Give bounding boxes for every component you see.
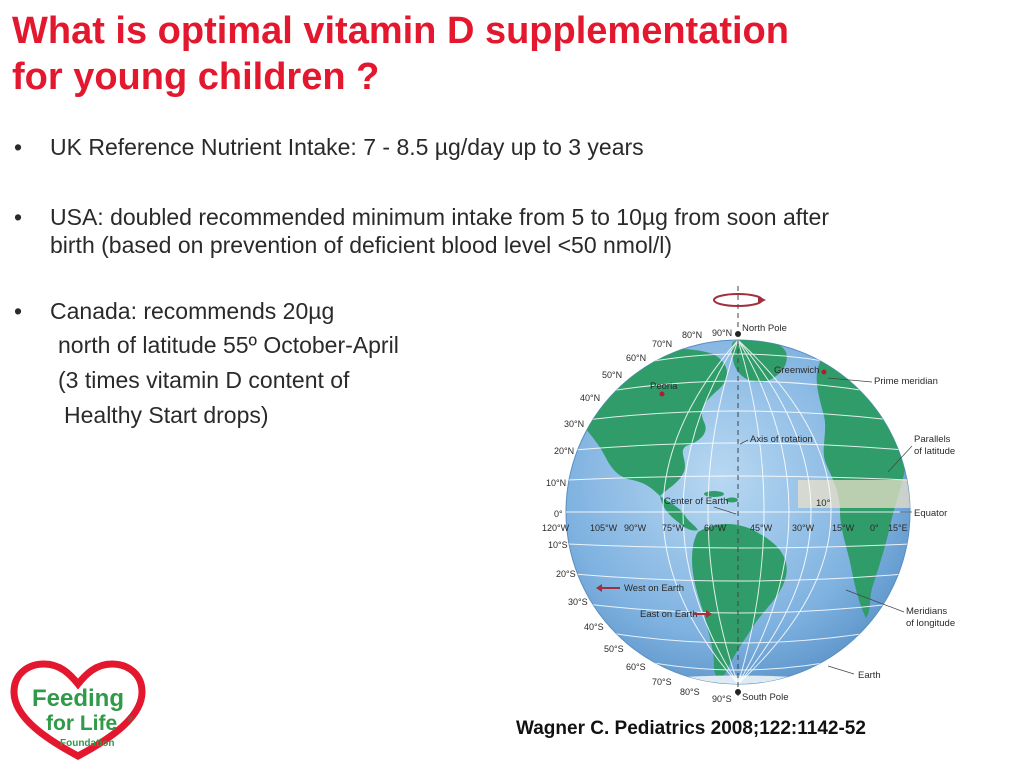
bullet-symbol: • — [14, 298, 23, 324]
angle-label: 10° — [816, 498, 831, 509]
bullet-canada-line-3: (3 times vitamin D content of — [58, 367, 350, 393]
page-title: What is optimal vitamin D supplementatio… — [12, 8, 1012, 100]
west-on-earth-label: West on Earth — [624, 583, 684, 594]
bullet-usa-line-2: birth (based on prevention of deficient … — [50, 232, 673, 258]
center-of-earth-label: Center of Earth — [664, 496, 728, 507]
longitude-labels: 120°W 105°W 90°W 75°W 60°W 45°W 30°W 15°… — [542, 523, 908, 533]
lat-label: 10°S — [548, 540, 568, 550]
lon-label: 75°W — [662, 523, 685, 533]
lat-label: 80°N — [682, 330, 702, 340]
lat-label: 40°S — [584, 622, 604, 632]
lat-label: 60°N — [626, 353, 646, 363]
lon-label: 45°W — [750, 523, 773, 533]
south-pole-dot — [735, 689, 741, 695]
bullet-usa-line-1: USA: doubled recommended minimum intake … — [50, 204, 830, 230]
title-line-2: for young children ? — [12, 56, 380, 98]
north-pole-label: North Pole — [742, 323, 787, 334]
parallels-label-2: of latitude — [914, 446, 955, 457]
lon-label: 105°W — [590, 523, 618, 533]
lon-label: 90°W — [624, 523, 647, 533]
lat-label: 90°N — [712, 328, 732, 338]
north-pole-dot — [735, 331, 741, 337]
logo-text-feeding: Feeding — [32, 685, 124, 712]
heart-outline-icon — [10, 660, 146, 760]
latitude-labels: 90°N 80°N 70°N 60°N 50°N 40°N 30°N 20°N … — [546, 328, 732, 704]
lon-label: 15°W — [832, 523, 855, 533]
greenwich-marker — [821, 369, 827, 375]
bullet-canada-line-2: north of latitude 55º October-April — [58, 332, 399, 358]
greenwich-label: Greenwich — [774, 365, 819, 376]
central-america-shape — [660, 496, 698, 531]
prime-meridian-label: Prime meridian — [874, 376, 938, 387]
feeding-for-life-logo: Feeding for Life ® Foundation — [10, 660, 146, 760]
logo-text-for-life: for Life — [46, 712, 117, 735]
axis-of-rotation-label: Axis of rotation — [750, 434, 813, 445]
globe-annotations: North Pole South Pole Greenwich Prime me… — [596, 323, 955, 703]
lat-label: 90°S — [712, 694, 732, 704]
lat-label: 20°S — [556, 569, 576, 579]
parallels-label-1: Parallels — [914, 434, 951, 445]
logo-text-foundation: Foundation — [60, 738, 114, 749]
title-line-1: What is optimal vitamin D supplementatio… — [12, 10, 789, 52]
bullet-symbol: • — [14, 134, 23, 160]
lat-label: 40°N — [580, 393, 600, 403]
south-america-shape — [692, 523, 787, 678]
lon-label: 30°W — [792, 523, 815, 533]
lat-label: 70°N — [652, 339, 672, 349]
lat-label: 30°N — [564, 419, 584, 429]
meridians-label-2: of longitude — [906, 618, 955, 629]
equator-label: Equator — [914, 508, 947, 519]
lon-label: 15°E — [888, 523, 908, 533]
lat-label: 30°S — [568, 597, 588, 607]
logo-registered: ® — [128, 715, 134, 724]
meridians-label-1: Meridians — [906, 606, 947, 617]
lat-label: 50°S — [604, 644, 624, 654]
bullet-symbol: • — [14, 204, 23, 230]
peoria-marker — [659, 391, 665, 397]
lon-label: 120°W — [542, 523, 570, 533]
peoria-label: Peoria — [650, 381, 678, 392]
lat-label: 10°N — [546, 478, 566, 488]
south-pole-label: South Pole — [742, 692, 788, 703]
lat-label: 60°S — [626, 662, 646, 672]
lat-label: 70°S — [652, 677, 672, 687]
citation: Wagner C. Pediatrics 2008;122:1142-52 — [516, 718, 866, 739]
bullet-canada-line-4: Healthy Start drops) — [64, 402, 269, 428]
lat-label: 80°S — [680, 687, 700, 697]
lon-label: 0° — [870, 523, 879, 533]
bullet-uk-text: UK Reference Nutrient Intake: 7 - 8.5 µg… — [50, 134, 644, 160]
lat-label: 20°N — [554, 446, 574, 456]
earth-label: Earth — [858, 670, 881, 681]
lon-label: 60°W — [704, 523, 727, 533]
globe-illustration: 90°N 80°N 70°N 60°N 50°N 40°N 30°N 20°N … — [542, 286, 955, 704]
lat-label: 0° — [554, 509, 563, 519]
lat-label: 50°N — [602, 370, 622, 380]
bullet-canada-line-1: Canada: recommends 20µg — [50, 298, 335, 324]
east-on-earth-label: East on Earth — [640, 609, 698, 620]
